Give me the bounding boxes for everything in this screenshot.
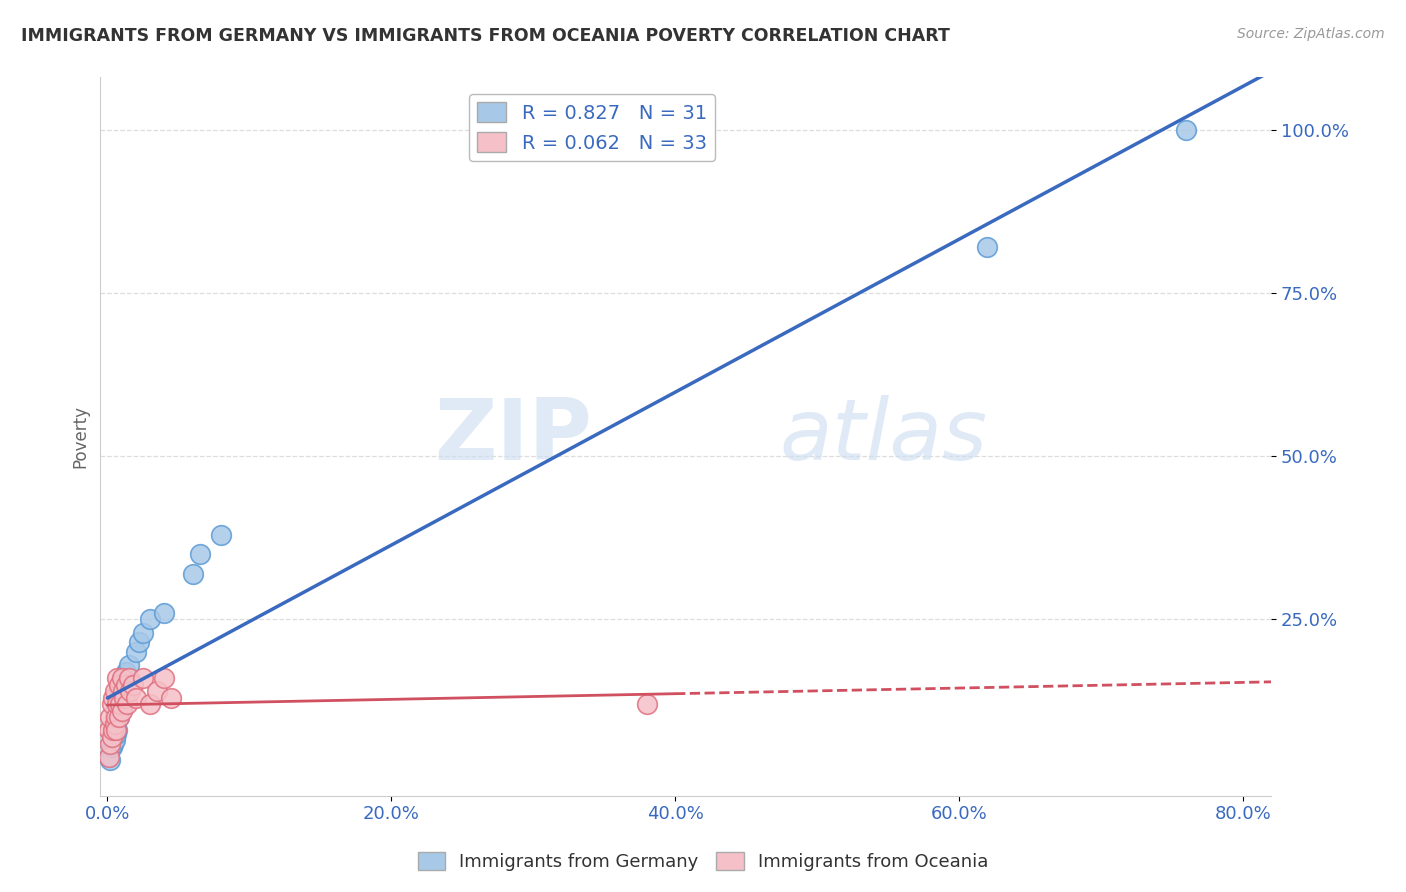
Point (100, 730, 122, 744)
Point (104, 727, 127, 741)
Point (209, 527, 232, 541)
Point (103, 717, 125, 731)
Point (103, 684, 125, 698)
Point (153, 671, 176, 685)
Point (98, 710, 121, 724)
Point (112, 684, 135, 698)
Point (132, 625, 155, 640)
Point (976, 240, 998, 254)
Point (104, 723, 127, 738)
Legend: R = 0.827   N = 31, R = 0.062   N = 33: R = 0.827 N = 31, R = 0.062 N = 33 (470, 95, 714, 161)
Point (101, 723, 124, 738)
Point (98, 753, 121, 767)
Point (132, 671, 155, 685)
Point (139, 612, 162, 626)
Point (636, 698, 658, 712)
Point (118, 658, 141, 673)
Point (114, 690, 136, 705)
Point (122, 678, 145, 692)
Point (100, 730, 122, 744)
Point (111, 671, 134, 685)
Legend: Immigrants from Germany, Immigrants from Oceania: Immigrants from Germany, Immigrants from… (411, 845, 995, 879)
Point (105, 723, 128, 738)
Text: atlas: atlas (779, 395, 987, 478)
Point (105, 671, 128, 685)
Point (105, 690, 128, 705)
Text: ZIP: ZIP (434, 395, 592, 478)
Point (146, 684, 169, 698)
Point (107, 710, 129, 724)
Point (160, 690, 183, 705)
Point (110, 698, 132, 712)
Point (118, 671, 141, 685)
Point (120, 684, 142, 698)
Point (125, 690, 148, 705)
Point (112, 684, 135, 698)
Point (107, 684, 129, 698)
Point (111, 704, 134, 718)
Point (100, 739, 122, 754)
Point (153, 606, 176, 620)
Point (97, 749, 120, 764)
Point (111, 671, 134, 685)
Point (107, 710, 129, 724)
Point (115, 678, 138, 692)
Point (104, 710, 127, 724)
Point (97, 723, 120, 738)
Point (103, 710, 125, 724)
Point (188, 547, 211, 561)
Point (117, 698, 139, 712)
Point (114, 674, 136, 689)
Point (125, 645, 148, 659)
Point (104, 700, 127, 714)
Point (110, 698, 132, 712)
Text: Source: ZipAtlas.com: Source: ZipAtlas.com (1237, 27, 1385, 41)
Point (1174, 122, 1197, 136)
Point (139, 698, 162, 712)
Point (115, 665, 138, 679)
Point (107, 678, 129, 692)
Point (181, 566, 204, 581)
Point (100, 698, 122, 712)
Point (103, 733, 125, 747)
Point (128, 635, 150, 649)
Point (98, 737, 121, 751)
Point (101, 723, 124, 738)
Point (111, 700, 134, 714)
Y-axis label: Poverty: Poverty (72, 405, 89, 468)
Text: IMMIGRANTS FROM GERMANY VS IMMIGRANTS FROM OCEANIA POVERTY CORRELATION CHART: IMMIGRANTS FROM GERMANY VS IMMIGRANTS FR… (21, 27, 950, 45)
Point (97, 749, 120, 764)
Point (101, 690, 124, 705)
Point (105, 698, 128, 712)
Point (101, 737, 124, 751)
